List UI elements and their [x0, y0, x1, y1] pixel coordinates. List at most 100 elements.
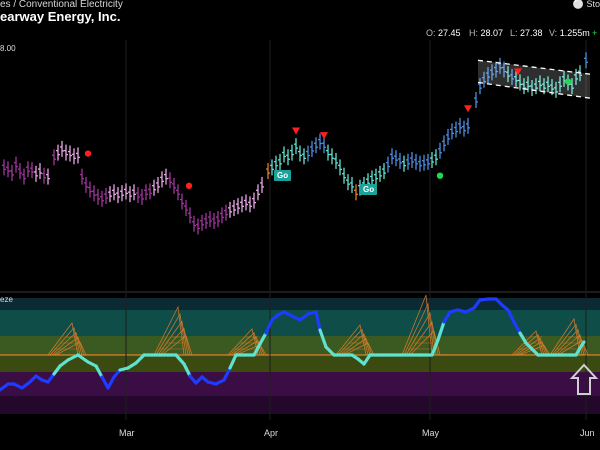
- price-bar-116: [474, 92, 478, 108]
- price-bar-62: [252, 192, 256, 209]
- price-bar-111: [450, 123, 454, 140]
- price-bar-69: [282, 146, 286, 163]
- price-bar-102: [414, 153, 418, 170]
- price-bar-83: [338, 159, 342, 176]
- indicator-segment-37: [264, 318, 274, 335]
- price-bar-73: [298, 145, 302, 162]
- price-bar-104: [422, 154, 426, 171]
- price-bar-44: [180, 193, 184, 210]
- price-bar-11: [46, 168, 50, 185]
- signal-triangle-2: [292, 127, 300, 135]
- price-bar-92: [374, 168, 378, 185]
- squeeze-peak-4: [401, 294, 441, 356]
- price-bar-74: [302, 148, 306, 165]
- price-bar-107: [434, 149, 438, 166]
- indicator-bands: [0, 291, 600, 414]
- price-bar-5: [22, 168, 26, 185]
- price-bar-72: [294, 138, 298, 155]
- price-bar-8: [34, 165, 38, 182]
- price-bar-7: [30, 162, 34, 179]
- high-value: 28.07: [480, 28, 504, 38]
- indicator-segment-45: [318, 328, 328, 349]
- go-signal-2: Go: [360, 183, 378, 195]
- indicator-segment-42: [298, 312, 310, 322]
- indicator-segment-13: [94, 364, 104, 379]
- indicator-segment-14: [100, 375, 110, 390]
- price-bar-127: [518, 74, 522, 91]
- indicator-segment-51: [362, 353, 372, 366]
- price-bar-23: [96, 188, 100, 205]
- price-bar-48: [196, 218, 200, 235]
- low-value: 27.38: [520, 28, 543, 38]
- squeeze-peak-1: [153, 305, 193, 356]
- indicator-segment-9: [58, 358, 70, 368]
- indicator-segment-59: [436, 320, 446, 342]
- low-readout: L: 27.38: [510, 28, 543, 38]
- indicator-line: [0, 297, 586, 392]
- xaxis-label-jun: Jun: [580, 428, 595, 438]
- price-bar-79: [322, 137, 326, 154]
- price-bar-140: [570, 78, 574, 95]
- indicator-band-2: [0, 336, 600, 355]
- price-bar-94: [382, 163, 386, 180]
- price-scale-label: 8.00: [0, 44, 16, 53]
- indicator-segment-35: [252, 342, 262, 357]
- price-bar-22: [92, 185, 96, 202]
- price-bar-115: [466, 117, 470, 134]
- price-bar-4: [18, 163, 22, 180]
- signal-markers: [84, 68, 572, 190]
- brand-logo: ⚪ Sto: [573, 0, 600, 10]
- price-bar-6: [26, 161, 30, 178]
- indicator-segment-44: [314, 310, 322, 332]
- price-bar-85: [346, 174, 350, 191]
- indicator-segment-70: [512, 320, 522, 335]
- price-bar-117: [478, 78, 482, 95]
- price-bar-36: [148, 183, 152, 200]
- price-bar-27: [112, 184, 116, 201]
- price-bar-30: [124, 183, 128, 200]
- price-bar-3: [14, 156, 18, 173]
- price-bar-19: [80, 168, 84, 185]
- signal-dot-6: [436, 172, 444, 179]
- indicator-segment-71: [518, 331, 528, 345]
- price-bar-129: [526, 76, 530, 93]
- price-bar-28: [116, 187, 120, 204]
- open-readout: O: 27.45: [426, 28, 461, 38]
- price-bar-119: [486, 67, 490, 84]
- indicator-segment-3: [20, 380, 32, 390]
- go-signal-1: Go: [274, 169, 292, 181]
- price-bar-63: [256, 184, 260, 201]
- price-bar-29: [120, 185, 124, 202]
- channel-bottom-line: [477, 81, 591, 99]
- price-bar-26: [108, 186, 112, 203]
- high-readout: H: 28.07: [469, 28, 503, 38]
- price-bar-15: [64, 144, 68, 161]
- price-bar-123: [502, 61, 506, 78]
- price-bar-110: [446, 128, 450, 145]
- squeeze-peak-0: [47, 322, 87, 356]
- indicator-segment-69: [506, 308, 516, 324]
- price-bar-42: [172, 177, 176, 194]
- price-bar-77: [314, 137, 318, 154]
- price-bar-39: [160, 171, 164, 188]
- price-bar-100: [406, 153, 410, 170]
- indicator-band-1: [0, 310, 600, 336]
- volume-readout: V: 1.255m: [549, 28, 590, 38]
- indicator-segment-10: [66, 353, 80, 362]
- price-bar-101: [410, 152, 414, 168]
- price-bar-96: [390, 148, 394, 165]
- price-bar-126: [514, 70, 518, 87]
- price-bar-108: [438, 142, 442, 159]
- indicator-segment-31: [222, 366, 232, 382]
- price-bar-136: [554, 81, 558, 98]
- price-bar-16: [68, 145, 72, 162]
- price-bar-14: [60, 140, 64, 157]
- price-bar-120: [490, 64, 494, 81]
- price-bar-122: [498, 57, 502, 74]
- price-bar-46: [188, 207, 192, 224]
- price-bar-137: [558, 76, 562, 93]
- indicator-label: eze: [0, 295, 13, 304]
- chart-grid: [125, 40, 587, 420]
- channel-top-line: [477, 59, 591, 75]
